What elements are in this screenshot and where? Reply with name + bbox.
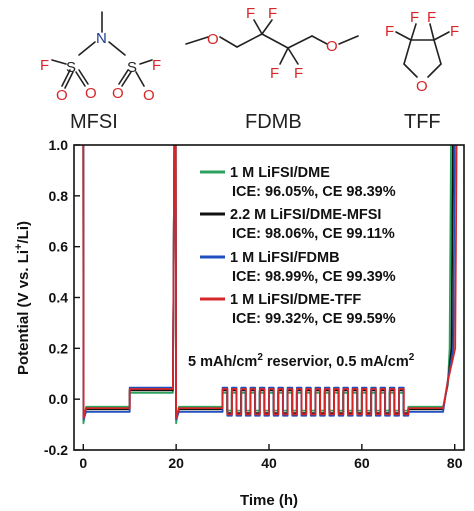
molecule-label-fdmb: FDMB: [245, 111, 302, 133]
atom-oxygen: O: [143, 87, 155, 104]
x-tick-label: 80: [447, 455, 463, 471]
atom-fluorine: F: [450, 23, 459, 40]
y-axis-title-part: Potential (V vs. Li: [15, 250, 32, 375]
atom-oxygen: O: [207, 31, 219, 48]
series-line: [82, 145, 458, 420]
atom-sulfur-right: S: [127, 59, 137, 76]
annotation-part: reservior, 0.5 mA/cm: [263, 354, 409, 370]
y-tick-label: 0.0: [49, 391, 69, 407]
atom-oxygen: O: [416, 78, 428, 95]
atom-oxygen: O: [56, 87, 68, 104]
atom-nitrogen: N: [96, 30, 107, 47]
atom-fluorine: F: [294, 65, 303, 82]
legend-detail: ICE: 98.99%, CE 99.39%: [232, 269, 396, 285]
ticks-layer: 0 20 40 60 80 -0.2 0.0 0.2 0.4 0.6 0.8 1.0: [44, 137, 463, 471]
annotation-sup: 2: [257, 352, 263, 363]
annotation-sup: 2: [409, 352, 415, 363]
series-line: [82, 145, 456, 421]
y-axis-title-sup: +: [13, 244, 25, 250]
atom-fluorine: F: [268, 5, 277, 22]
y-tick-label: 0.4: [49, 290, 69, 306]
legend-detail: ICE: 99.32%, CE 99.59%: [232, 311, 396, 327]
atom-fluorine: F: [410, 9, 419, 26]
atom-fluorine: F: [270, 65, 279, 82]
atom-fluorine: F: [427, 9, 436, 26]
reservoir-annotation: 5 mAh/cm2 reservior, 0.5 mA/cm2: [188, 352, 415, 370]
atom-fluorine: F: [246, 5, 255, 22]
legend-label: 1 M LiFSI/DME: [230, 165, 330, 181]
molecule-label-mfsi: MFSI: [70, 111, 118, 133]
molecule-fdmb: O O F F F F FDMB: [185, 5, 359, 133]
atom-fluorine-right: F: [152, 57, 161, 74]
y-tick-label: 1.0: [49, 137, 69, 153]
atom-fluorine-left: F: [40, 57, 49, 74]
molecule-mfsi: N S S F F O O O O MFSI: [40, 11, 161, 133]
legend-label: 2.2 M LiFSI/DME-MFSI: [230, 207, 381, 223]
chart: 0 20 40 60 80 -0.2 0.0 0.2 0.4 0.6 0.8 1.0 Time (h)…: [13, 137, 465, 509]
legend-detail: ICE: 96.05%, CE 98.39%: [232, 184, 396, 200]
y-axis-title-part: /Li): [15, 221, 32, 244]
x-axis-title: Time (h): [240, 492, 298, 509]
legend-label: 1 M LiFSI/DME-TFF: [230, 292, 361, 308]
series-layer: [82, 145, 458, 425]
legend-detail: ICE: 98.06%, CE 99.11%: [232, 226, 395, 242]
molecule-tff: F F F F O TFF: [385, 9, 459, 133]
y-tick-label: 0.8: [49, 188, 69, 204]
y-tick-label: 0.2: [49, 340, 69, 356]
legend-label: 1 M LiFSI/FDMB: [230, 250, 340, 266]
y-axis-title: Potential (V vs. Li+/Li): [13, 221, 32, 375]
atom-sulfur-left: S: [66, 59, 76, 76]
y-tick-label: 0.6: [49, 239, 69, 255]
x-tick-label: 0: [79, 455, 87, 471]
x-tick-label: 60: [354, 455, 370, 471]
x-tick-label: 20: [168, 455, 184, 471]
atom-oxygen: O: [85, 85, 97, 102]
annotation-part: 5 mAh/cm: [188, 354, 257, 370]
y-tick-label: -0.2: [44, 442, 68, 458]
atom-oxygen: O: [326, 38, 338, 55]
x-tick-label: 40: [261, 455, 277, 471]
atom-oxygen: O: [112, 85, 124, 102]
legend: 1 M LiFSI/DME ICE: 96.05%, CE 98.39% 2.2…: [200, 165, 396, 327]
molecule-label-tff: TFF: [404, 111, 441, 133]
atom-fluorine: F: [385, 23, 394, 40]
